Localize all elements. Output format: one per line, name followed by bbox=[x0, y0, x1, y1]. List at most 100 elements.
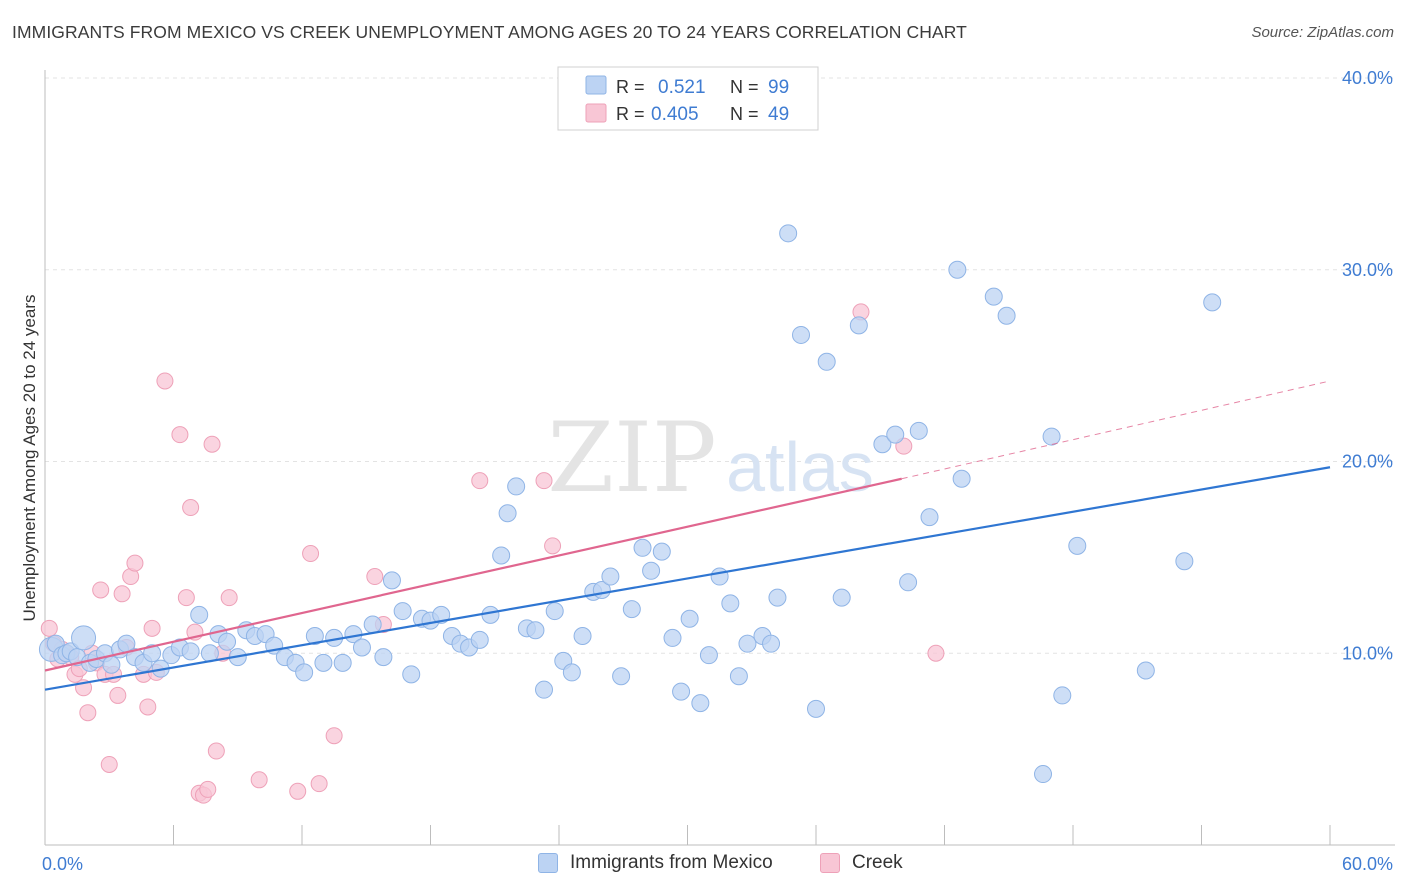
creek-point-38 bbox=[289, 782, 307, 800]
creek-point-37 bbox=[250, 771, 268, 789]
bottom-legend-label-mexico: Immigrants from Mexico bbox=[570, 852, 773, 873]
mexico-point-59 bbox=[562, 663, 581, 682]
mexico-point-20 bbox=[190, 605, 209, 624]
mexico-point-49 bbox=[470, 630, 489, 649]
creek-point-33 bbox=[203, 435, 221, 453]
mexico-point-31 bbox=[295, 663, 314, 682]
mexico-point-73 bbox=[699, 646, 718, 665]
y-tick-label-1: 20.0% bbox=[1342, 452, 1393, 472]
mexico-point-66 bbox=[633, 538, 652, 557]
mexico-point-50 bbox=[481, 605, 500, 624]
mexico-point-53 bbox=[507, 477, 526, 496]
creek-point-16 bbox=[109, 686, 127, 704]
mexico-point-10 bbox=[102, 655, 121, 674]
mexico-point-99 bbox=[1068, 536, 1087, 555]
creek-point-39 bbox=[302, 545, 320, 563]
mexico-point-19 bbox=[181, 642, 200, 661]
mexico-point-70 bbox=[672, 682, 691, 701]
mexico-point-71 bbox=[680, 609, 699, 628]
creek-point-44 bbox=[471, 472, 489, 490]
y-tick-label-0: 10.0% bbox=[1342, 643, 1393, 663]
legend-n-label-creek: N = bbox=[730, 104, 759, 124]
mexico-point-32 bbox=[305, 626, 324, 645]
bottom-legend-swatch-creek bbox=[820, 853, 840, 873]
watermark-zip: ZIP bbox=[547, 402, 716, 514]
mexico-point-96 bbox=[1034, 765, 1053, 784]
mexico-point-86 bbox=[849, 316, 868, 335]
mexico-point-60 bbox=[573, 626, 592, 645]
legend-swatch-creek bbox=[585, 103, 607, 123]
y-tick-labels: 10.0% 20.0% 30.0% 40.0% bbox=[1342, 68, 1393, 663]
creek-point-0 bbox=[40, 619, 58, 637]
legend-n-value-creek: 49 bbox=[768, 104, 789, 125]
mexico-trend-line bbox=[44, 466, 1331, 691]
x-tick-labels: 0.0% 60.0% bbox=[42, 854, 1393, 874]
mexico-point-97 bbox=[1042, 427, 1061, 446]
creek-point-46 bbox=[544, 537, 562, 555]
mexico-point-67 bbox=[642, 561, 661, 580]
x-tick-label-0: 0.0% bbox=[42, 854, 83, 874]
legend-n-value-mexico: 99 bbox=[768, 77, 789, 98]
mexico-point-90 bbox=[909, 421, 928, 440]
watermark-atlas: atlas bbox=[726, 428, 874, 506]
creek-point-12 bbox=[92, 581, 110, 599]
mexico-point-92 bbox=[948, 260, 967, 279]
mexico-point-35 bbox=[333, 653, 352, 672]
bottom-legend-item-creek: Creek bbox=[820, 852, 903, 874]
mexico-point-69 bbox=[663, 628, 682, 647]
x-tick-label-1: 60.0% bbox=[1342, 854, 1393, 874]
creek-point-34 bbox=[207, 742, 225, 760]
grid-lines bbox=[45, 77, 1395, 654]
creek-point-22 bbox=[139, 698, 157, 716]
trend-lines bbox=[44, 380, 1331, 691]
creek-point-26 bbox=[171, 426, 189, 444]
mexico-point-6 bbox=[71, 625, 97, 651]
mexico-point-37 bbox=[352, 638, 371, 657]
legend-r-value-creek: 0.405 bbox=[651, 104, 699, 125]
mexico-point-102 bbox=[1203, 293, 1222, 312]
legend-r-label-mexico: R = bbox=[616, 77, 645, 97]
mexico-point-93 bbox=[952, 469, 971, 488]
creek-point-14 bbox=[100, 755, 118, 773]
creek-point-20 bbox=[126, 554, 144, 572]
creek-trend-line bbox=[44, 477, 902, 672]
chart-title: IMMIGRANTS FROM MEXICO VS CREEK UNEMPLOY… bbox=[12, 22, 967, 42]
creek-point-49 bbox=[927, 644, 945, 662]
creek-point-41 bbox=[325, 727, 343, 745]
creek-point-25 bbox=[156, 372, 174, 390]
axes bbox=[44, 70, 1395, 846]
stats-legend: R = 0.521 N = 99 R = 0.405 N = 49 bbox=[557, 66, 819, 131]
mexico-point-84 bbox=[817, 352, 836, 371]
legend-swatch-mexico bbox=[585, 75, 607, 95]
creek-point-36 bbox=[220, 589, 238, 607]
mexico-point-63 bbox=[601, 567, 620, 586]
mexico-points bbox=[38, 224, 1222, 784]
creek-point-42 bbox=[366, 568, 384, 586]
mexico-point-33 bbox=[314, 653, 333, 672]
creek-point-27 bbox=[177, 589, 195, 607]
mexico-point-56 bbox=[535, 680, 554, 699]
mexico-point-82 bbox=[792, 325, 811, 344]
creek-point-9 bbox=[79, 704, 97, 722]
mexico-point-87 bbox=[873, 435, 892, 454]
mexico-point-88 bbox=[886, 425, 905, 444]
mexico-point-42 bbox=[402, 665, 421, 684]
creek-point-17 bbox=[113, 585, 131, 603]
mexico-point-79 bbox=[762, 634, 781, 653]
mexico-point-72 bbox=[691, 694, 710, 713]
mexico-point-83 bbox=[807, 699, 825, 718]
bottom-legend-item-mexico: Immigrants from Mexico bbox=[538, 852, 773, 874]
mexico-point-65 bbox=[622, 600, 641, 619]
creek-trend-extension bbox=[901, 380, 1331, 480]
mexico-point-77 bbox=[738, 634, 757, 653]
mexico-point-41 bbox=[393, 602, 412, 621]
mexico-point-40 bbox=[382, 571, 401, 590]
mexico-point-75 bbox=[721, 594, 740, 613]
mexico-point-15 bbox=[143, 644, 162, 663]
mexico-point-64 bbox=[612, 667, 631, 686]
mexico-point-51 bbox=[492, 546, 511, 565]
creek-point-23 bbox=[143, 619, 161, 637]
mexico-point-38 bbox=[363, 615, 382, 634]
mexico-point-95 bbox=[997, 306, 1016, 325]
